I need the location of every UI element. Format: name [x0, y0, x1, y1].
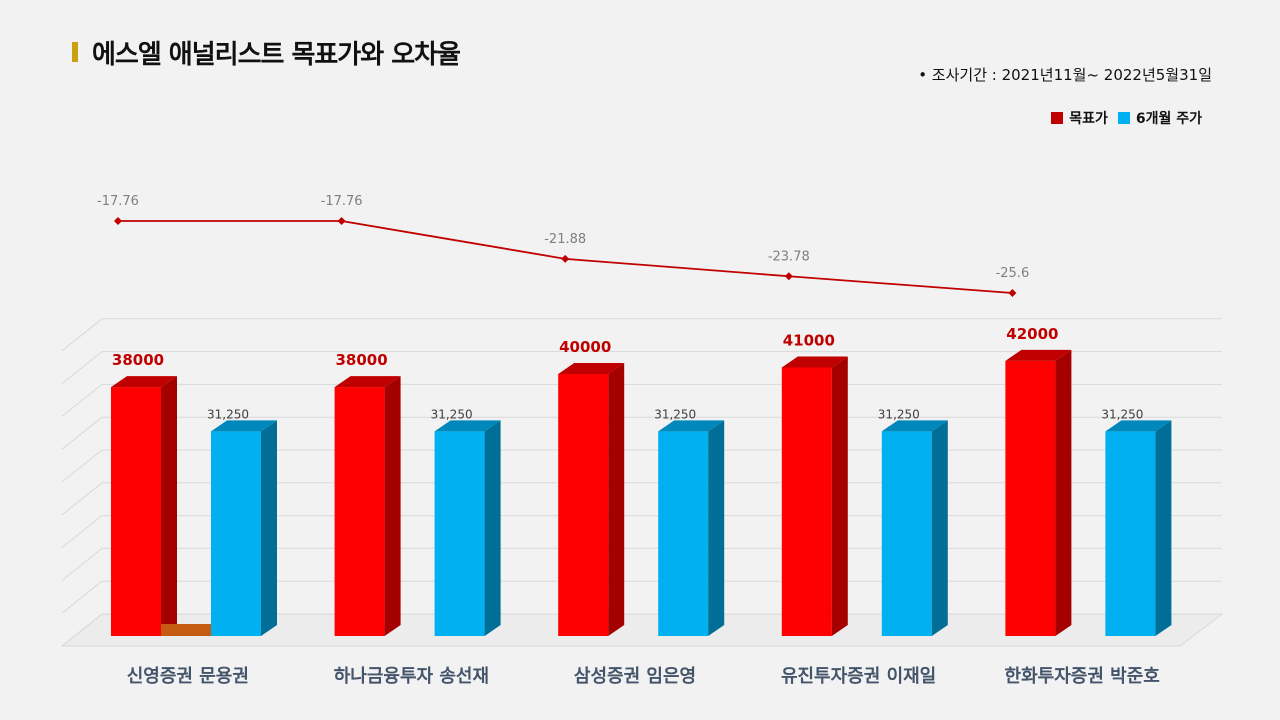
gridline-side — [61, 482, 103, 516]
bar-price-1-top — [434, 420, 501, 432]
bar-target-2-front — [558, 374, 609, 636]
error-rate-point — [114, 217, 122, 225]
error-rate-point — [337, 217, 346, 225]
category-label: 삼성증권 임은영 — [574, 666, 696, 687]
bar-price-2-top — [658, 420, 725, 432]
gridline-side — [61, 580, 103, 614]
survey-period: • 조사기간 : 2021년11월~ 2022년5월31일 — [918, 66, 1212, 84]
bar-price-0-front — [211, 431, 261, 636]
bar-price-2-front — [658, 431, 709, 636]
bar-target-3-front — [781, 367, 832, 636]
bar-target-3-side — [831, 356, 848, 636]
error-rate-label: -17.76 — [97, 194, 139, 209]
error-rate-point — [561, 254, 570, 263]
bar-price-1-front — [434, 431, 485, 636]
bar-target-3-top — [781, 356, 848, 368]
data-label-price: 31,250 — [431, 407, 473, 421]
bar-price-4-top — [1105, 420, 1172, 432]
bar-target-0-top — [111, 376, 177, 388]
data-label-target: 42000 — [1006, 325, 1058, 343]
legend-label-target: 목표가 — [1069, 111, 1108, 127]
bar-price-3-top — [881, 420, 948, 432]
bar-price-3-side — [931, 420, 948, 636]
bar-price-1-side — [484, 420, 501, 636]
gridline-side — [61, 515, 103, 548]
data-label-price: 31,250 — [654, 407, 696, 421]
legend-swatch-price — [1117, 112, 1130, 124]
bar-target-2-side — [608, 363, 625, 636]
data-label-target: 40000 — [559, 338, 611, 356]
legend-item-target: 목표가 — [1051, 108, 1108, 128]
bar-price-0-side — [261, 420, 277, 636]
gridline-side — [61, 351, 103, 384]
gridline-side — [61, 613, 103, 647]
bar-target-2-top — [558, 363, 625, 374]
bar-target-1-front — [334, 387, 385, 636]
error-rate-label: -17.76 — [321, 194, 363, 209]
bar-price-4-front — [1105, 431, 1156, 636]
bar-price-4-side — [1155, 420, 1172, 636]
error-rate-point — [1008, 289, 1017, 297]
legend: 목표가 6개월 주가 — [1051, 108, 1202, 128]
error-rate-label: -25.6 — [996, 266, 1030, 281]
bar-target-0-front — [111, 387, 161, 636]
title-accent-bar — [72, 42, 78, 62]
bar-price-3-front — [881, 431, 932, 636]
bar-price-2-side — [708, 420, 725, 636]
error-rate-point — [784, 272, 793, 281]
bar-target-4-top — [1005, 349, 1072, 361]
chart-title: 에스엘 애널리스트 목표가와 오차율 — [92, 40, 461, 70]
data-label-price: 31,250 — [207, 407, 249, 421]
gridline-side — [61, 449, 103, 483]
data-label-target: 38000 — [336, 351, 388, 369]
legend-swatch-target — [1051, 112, 1064, 124]
gridline-side — [61, 548, 103, 581]
bar-target-4-side — [1055, 349, 1072, 636]
error-rate-label: -23.78 — [768, 249, 810, 264]
bar-target-4-front — [1005, 360, 1056, 636]
bar-target-0-side — [161, 376, 177, 636]
data-label-target: 38000 — [112, 351, 164, 369]
category-label: 하나금융투자 송선재 — [334, 666, 489, 687]
category-label: 한화투자증권 박준호 — [1005, 666, 1160, 687]
category-label: 유진투자증권 이재일 — [781, 666, 936, 687]
data-label-price: 31,250 — [1101, 407, 1143, 421]
floor-patch — [161, 624, 211, 636]
gridline-side — [61, 318, 103, 352]
gridline-side — [61, 416, 103, 450]
data-label-price: 31,250 — [878, 407, 920, 421]
error-rate-label: -21.88 — [544, 232, 586, 247]
bar-target-1-side — [384, 376, 401, 636]
legend-label-price: 6개월 주가 — [1135, 111, 1202, 127]
bar-target-1-top — [334, 376, 401, 388]
gridline-side — [61, 384, 103, 417]
data-label-target: 41000 — [783, 331, 835, 349]
bar-price-0-top — [211, 420, 277, 432]
category-label: 신영증권 문용권 — [127, 666, 249, 687]
legend-item-price: 6개월 주가 — [1117, 108, 1202, 128]
